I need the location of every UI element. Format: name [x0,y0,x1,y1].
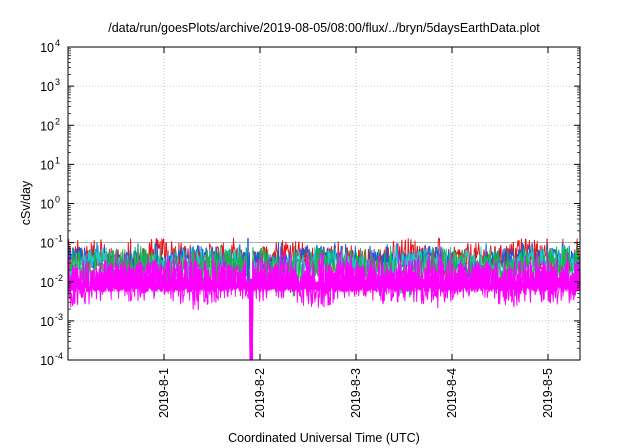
chart-title: /data/run/goesPlots/archive/2019-08-05/0… [108,21,540,35]
y-tick-exponent: -1 [55,234,63,244]
y-tick-exponent: 3 [55,77,60,87]
y-tick-label: 10 [40,198,54,212]
x-tick-label: 2019-8-2 [253,368,267,418]
y-tick-exponent: -4 [55,351,63,361]
y-tick-label: 10 [40,276,54,290]
data-layer [67,237,581,361]
y-tick-label: 10 [40,80,54,94]
y-tick-exponent: 4 [55,38,60,48]
y-axis-label: cSv/day [19,180,33,225]
x-tick-label: 2019-8-5 [541,368,555,418]
x-tick-label: 2019-8-4 [445,368,459,418]
y-tick-label: 10 [40,315,54,329]
data-gap-drop [250,278,253,360]
y-tick-exponent: -3 [55,312,63,322]
x-axis-label: Coordinated Universal Time (UTC) [228,431,420,445]
y-tick-exponent: 2 [55,116,60,126]
x-tick-label: 2019-8-3 [349,368,363,418]
y-tick-label: 10 [40,41,54,55]
x-tick-label: 2019-8-1 [157,368,171,418]
y-tick-label: 10 [40,354,54,368]
y-tick-label: 10 [40,237,54,251]
y-tick-exponent: 1 [55,155,60,165]
y-tick-exponent: -2 [55,273,63,283]
y-tick-label: 10 [40,119,54,133]
y-tick-label: 10 [40,158,54,172]
y-tick-exponent: 0 [55,195,60,205]
